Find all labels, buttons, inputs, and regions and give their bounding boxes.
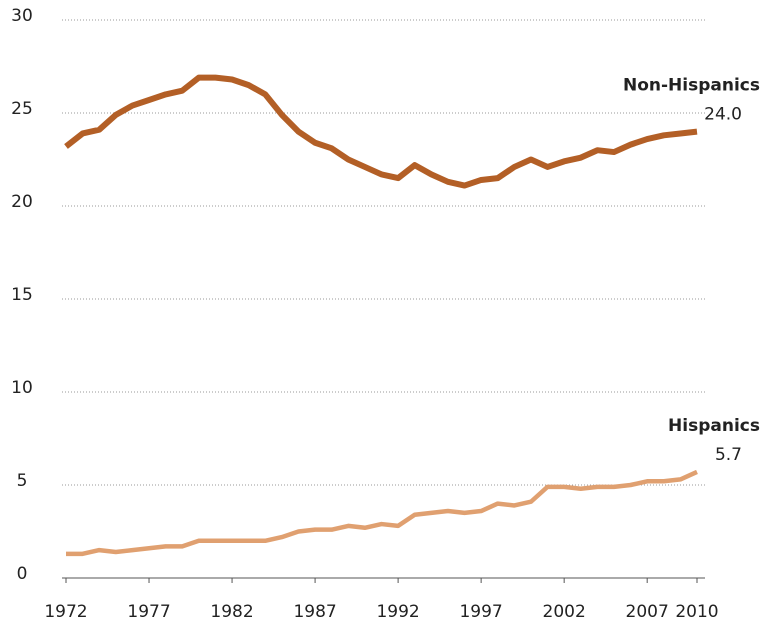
data-label: 24.0 [704, 105, 742, 125]
series-line [64, 74, 698, 189]
x-tick-label: 1992 [376, 602, 419, 622]
y-tick-label: 20 [11, 192, 33, 212]
x-tick-label: 1972 [44, 602, 87, 622]
x-tick-label: 1987 [293, 602, 336, 622]
y-tick-label: 5 [17, 471, 28, 491]
x-tick-label: 1982 [210, 602, 253, 622]
x-tick-label: 1997 [459, 602, 502, 622]
y-tick-label: 10 [11, 378, 33, 398]
data-label: 5.7 [715, 445, 742, 465]
series-line [66, 469, 698, 557]
x-tick-label: 2002 [543, 602, 586, 622]
series-label: Hispanics [668, 416, 760, 436]
y-tick-label: 15 [11, 285, 33, 305]
series-label: Non-Hispanics [623, 76, 760, 96]
y-tick-label: 0 [17, 564, 28, 584]
x-tick-label: 2010 [675, 602, 718, 622]
y-tick-label: 25 [11, 99, 33, 119]
x-tick-label: 2007 [626, 602, 669, 622]
x-tick-label: 1977 [127, 602, 170, 622]
y-tick-label: 30 [11, 6, 33, 26]
